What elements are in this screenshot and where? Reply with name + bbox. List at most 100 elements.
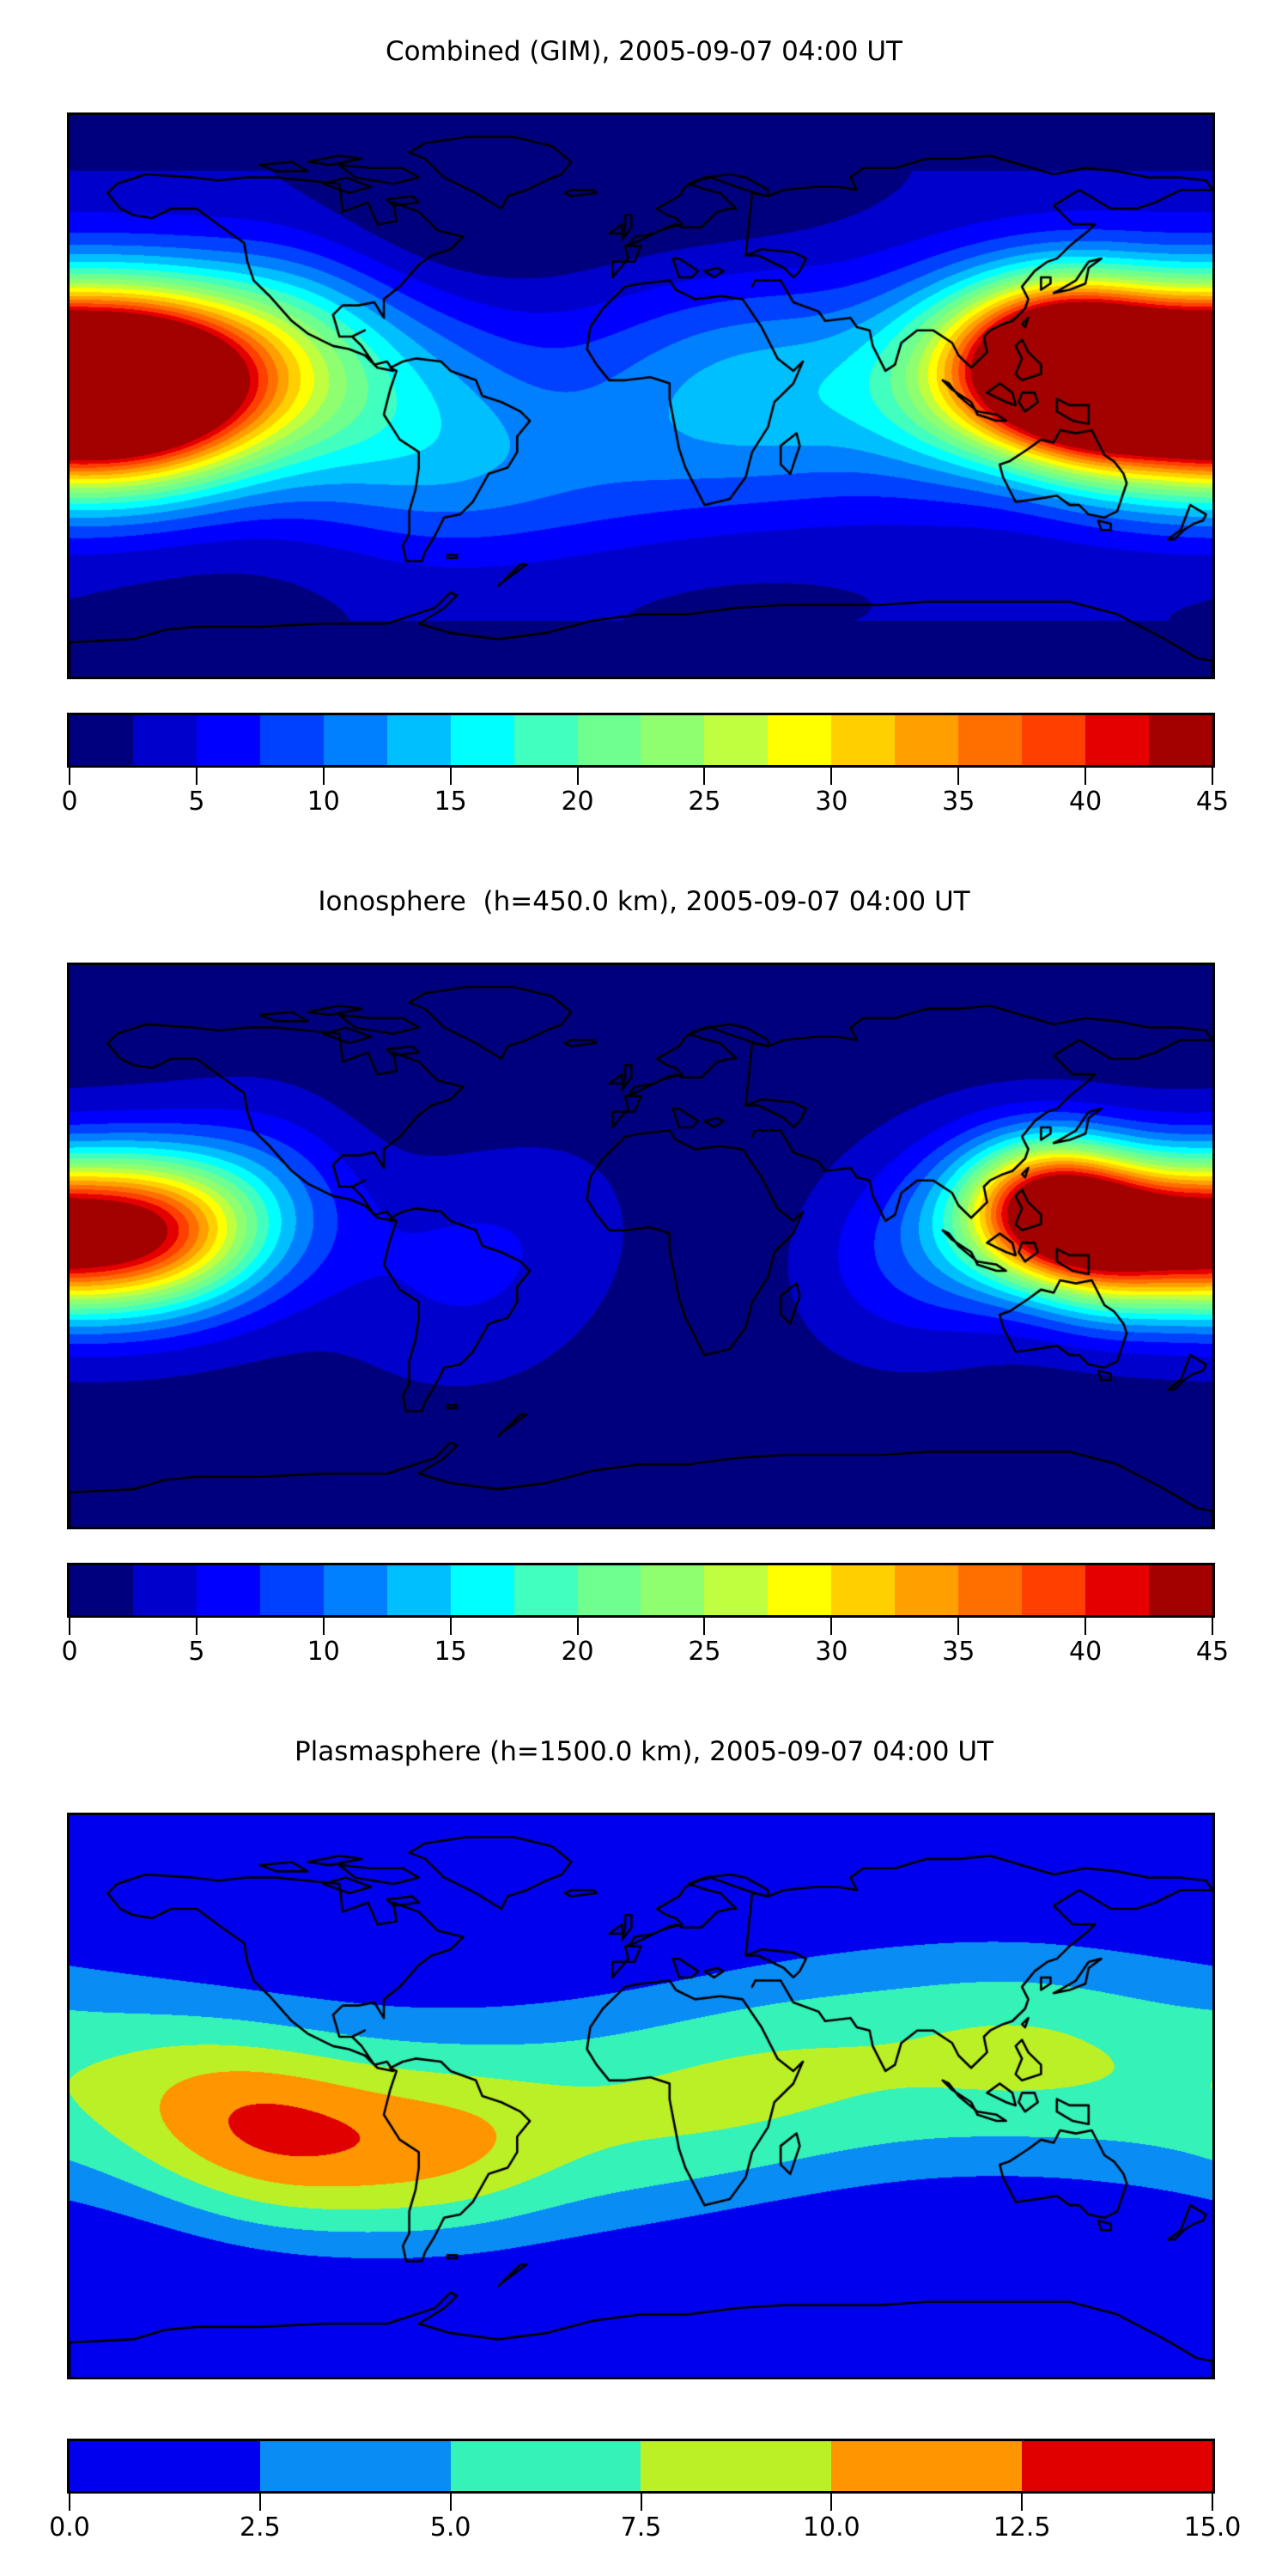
colorbar-segment: [132, 1565, 197, 1615]
colorbar-tick-label: 5: [188, 1637, 205, 1667]
map-canvas-ionosphere: [70, 965, 1212, 1527]
colorbar-ticks-plasmasphere: [67, 2494, 1215, 2512]
colorbar-labels-ionosphere: 0 5 10 15 20 25 30 35 40 45: [61, 1637, 1229, 1674]
colorbar-tick: [703, 1618, 706, 1635]
colorbar-tick-label: 20: [561, 1637, 594, 1667]
colorbar-segment: [70, 715, 133, 765]
colorbar-tick: [449, 768, 452, 785]
colorbar-tick: [322, 768, 325, 785]
colorbar-segment: [958, 1565, 1023, 1615]
colorbar-tick: [1084, 1618, 1087, 1635]
colorbar-segment: [450, 2441, 641, 2491]
colorbar-ticks-ionosphere: [67, 1618, 1215, 1637]
colorbar-tick: [576, 1618, 579, 1635]
colorbar-segment: [831, 2441, 1023, 2491]
colorbar-ionosphere: 0 5 10 15 20 25 30 35 40 45: [61, 1563, 1229, 1674]
colorbar-tick-label: 10.0: [802, 2512, 860, 2543]
colorbar-segment: [1022, 1565, 1085, 1615]
colorbar-tick: [449, 1618, 452, 1635]
colorbar-tick: [957, 768, 960, 785]
colorbar-tick-label: 45: [1195, 1637, 1230, 1667]
colorbar-segment: [577, 715, 641, 765]
colorbar-tick: [576, 768, 579, 785]
colorbar-tick-label: 20: [561, 787, 594, 817]
colorbar-segment: [1148, 1565, 1212, 1615]
colorbar-segment: [70, 1565, 133, 1615]
colorbar-tick: [830, 2494, 833, 2511]
colorbar-segment: [704, 1565, 769, 1615]
colorbar-tick: [449, 2494, 452, 2511]
colorbar-tick-label: 12.5: [993, 2512, 1051, 2543]
colorbar-tick-label: 0.0: [49, 2512, 90, 2543]
colorbar-segment: [1085, 715, 1149, 765]
colorbar-segment: [450, 1565, 514, 1615]
colorbar-segment: [641, 2441, 832, 2491]
colorbar-segment: [450, 715, 514, 765]
colorbar-segment: [70, 2441, 260, 2491]
colorbar-tick: [195, 768, 197, 785]
colorbar-tick: [1021, 2494, 1024, 2511]
colorbar-segment: [259, 715, 324, 765]
colorbar-segment: [641, 715, 705, 765]
colorbar-ticks-combined-gim: [67, 768, 1215, 787]
colorbar-segment: [513, 715, 578, 765]
colorbar-tick-label: 30: [815, 787, 848, 817]
colorbar-segment: [1148, 715, 1212, 765]
colorbar-segment: [577, 1565, 641, 1615]
colorbar-segment: [831, 715, 896, 765]
colorbar-labels-plasmasphere: 0.0 2.5 5.0 7.5 10.0 12.5 15.0: [49, 2512, 1241, 2550]
colorbar-segment: [1022, 715, 1085, 765]
colorbar-segment: [641, 1565, 705, 1615]
colorbar-segment: [196, 715, 260, 765]
colorbar-combined-gim: 0 5 10 15 20 25 30 35 40 45: [61, 713, 1229, 824]
colorbar-tick: [69, 768, 70, 785]
colorbar-segment: [323, 1565, 387, 1615]
map-canvas-plasmasphere: [70, 1815, 1212, 2377]
colorbar-tick: [1212, 1618, 1213, 1635]
colorbar-segment: [196, 1565, 260, 1615]
colorbar-tick-label: 25: [688, 1637, 721, 1667]
colorbar-tick: [830, 768, 833, 785]
colorbar-tick-label: 45: [1195, 787, 1230, 817]
colorbar-tick-label: 15: [434, 787, 467, 817]
map-axes-combined-gim: [67, 112, 1215, 679]
map-axes-plasmasphere: [67, 1813, 1215, 2379]
colorbar-tick-label: 35: [942, 787, 975, 817]
colorbar-segment: [386, 1565, 451, 1615]
colorbar-segment: [386, 715, 451, 765]
colorbar-tick-label: 2.5: [239, 2512, 281, 2543]
colorbar-segment: [132, 715, 197, 765]
colorbar-segment: [704, 715, 769, 765]
colorbar-segment: [958, 715, 1023, 765]
colorbar-strip-plasmasphere: [67, 2439, 1215, 2494]
colorbar-tick: [957, 1618, 960, 1635]
colorbar-tick: [258, 2494, 261, 2511]
colorbar-tick: [1084, 768, 1087, 785]
colorbar-strip-combined-gim: [67, 713, 1215, 768]
colorbar-tick-label: 30: [815, 1637, 848, 1667]
colorbar-tick-label: 25: [688, 787, 721, 817]
colorbar-segment: [895, 1565, 959, 1615]
panel-title-ionosphere: Ionosphere (h=450.0 km), 2005-09-07 04:0…: [318, 886, 970, 917]
colorbar-tick-label: 35: [942, 1637, 975, 1667]
colorbar-segment: [323, 715, 387, 765]
colorbar-segment: [259, 2441, 451, 2491]
colorbar-tick: [1212, 768, 1213, 785]
colorbar-segment: [513, 1565, 578, 1615]
colorbar-tick-label: 15.0: [1183, 2512, 1242, 2543]
colorbar-tick-label: 40: [1069, 787, 1103, 817]
colorbar-tick: [703, 768, 706, 785]
colorbar-tick-label: 7.5: [620, 2512, 662, 2543]
colorbar-tick: [195, 1618, 197, 1635]
map-axes-ionosphere: [67, 963, 1215, 1529]
colorbar-tick-label: 0: [61, 1637, 78, 1667]
colorbar-tick: [1212, 2494, 1213, 2511]
colorbar-segment: [895, 715, 959, 765]
colorbar-plasmasphere: 0.0 2.5 5.0 7.5 10.0 12.5 15.0: [49, 2439, 1241, 2550]
colorbar-segment: [768, 715, 832, 765]
colorbar-segment: [831, 1565, 896, 1615]
colorbar-tick: [69, 1618, 70, 1635]
colorbar-segment: [1085, 1565, 1149, 1615]
colorbar-segment: [259, 1565, 324, 1615]
